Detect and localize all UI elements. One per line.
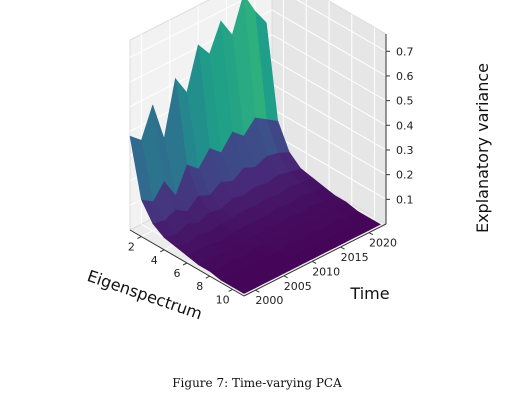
surface: [129, 0, 381, 294]
x-tick-mark: [205, 275, 211, 279]
y-tick-mark: [368, 232, 374, 236]
z-tick-label: 0.6: [396, 70, 414, 83]
figure-caption: Figure 7: Time-varying PCA: [172, 376, 342, 390]
x-tick-mark: [182, 262, 188, 266]
y-tick-mark: [340, 246, 345, 250]
x-tick-label: 4: [151, 254, 158, 267]
grid-line-z: [271, 58, 387, 126]
y-axis-line: [243, 223, 387, 297]
y-tick-label: 2015: [341, 251, 369, 264]
z-tick-label: 0.4: [396, 119, 414, 132]
x-tick-label: 2: [128, 241, 135, 254]
y-tick-label: 2010: [312, 265, 340, 278]
z-tick-label: 0.3: [396, 144, 414, 157]
grid-line-z: [271, 83, 387, 151]
x-axis-label: Eigenspectrum: [85, 266, 205, 323]
grid-line-z: [271, 132, 387, 200]
y-tick-label: 2005: [284, 280, 312, 293]
grid-line-z: [271, 9, 387, 77]
y-tick-label: 2020: [369, 237, 397, 250]
z-tick-label: 0.2: [396, 169, 414, 182]
z-tick-label: 0.7: [396, 45, 414, 58]
y-tick-mark: [283, 275, 288, 279]
y-tick-label: 2000: [255, 294, 283, 307]
y-tick-mark: [311, 260, 317, 264]
x-tick-mark: [137, 236, 142, 240]
x-tick-label: 10: [216, 293, 230, 306]
grid-line-z: [271, 34, 387, 102]
grid-line-z: [129, 0, 245, 58]
y-axis-label: Time: [349, 284, 389, 303]
x-tick-label: 8: [196, 280, 203, 293]
grid-line-z: [296, 0, 387, 52]
x-tick-mark: [159, 249, 165, 253]
x-tick-label: 6: [174, 267, 181, 280]
grid-line-z: [271, 108, 387, 176]
y-tick-mark: [255, 289, 260, 293]
x-tick-mark: [228, 288, 233, 292]
z-axis-label: Explanatory variance: [473, 63, 492, 233]
z-tick-label: 0.1: [396, 193, 414, 206]
surface-patch: [129, 135, 154, 202]
z-tick-label: 0.5: [396, 95, 414, 108]
